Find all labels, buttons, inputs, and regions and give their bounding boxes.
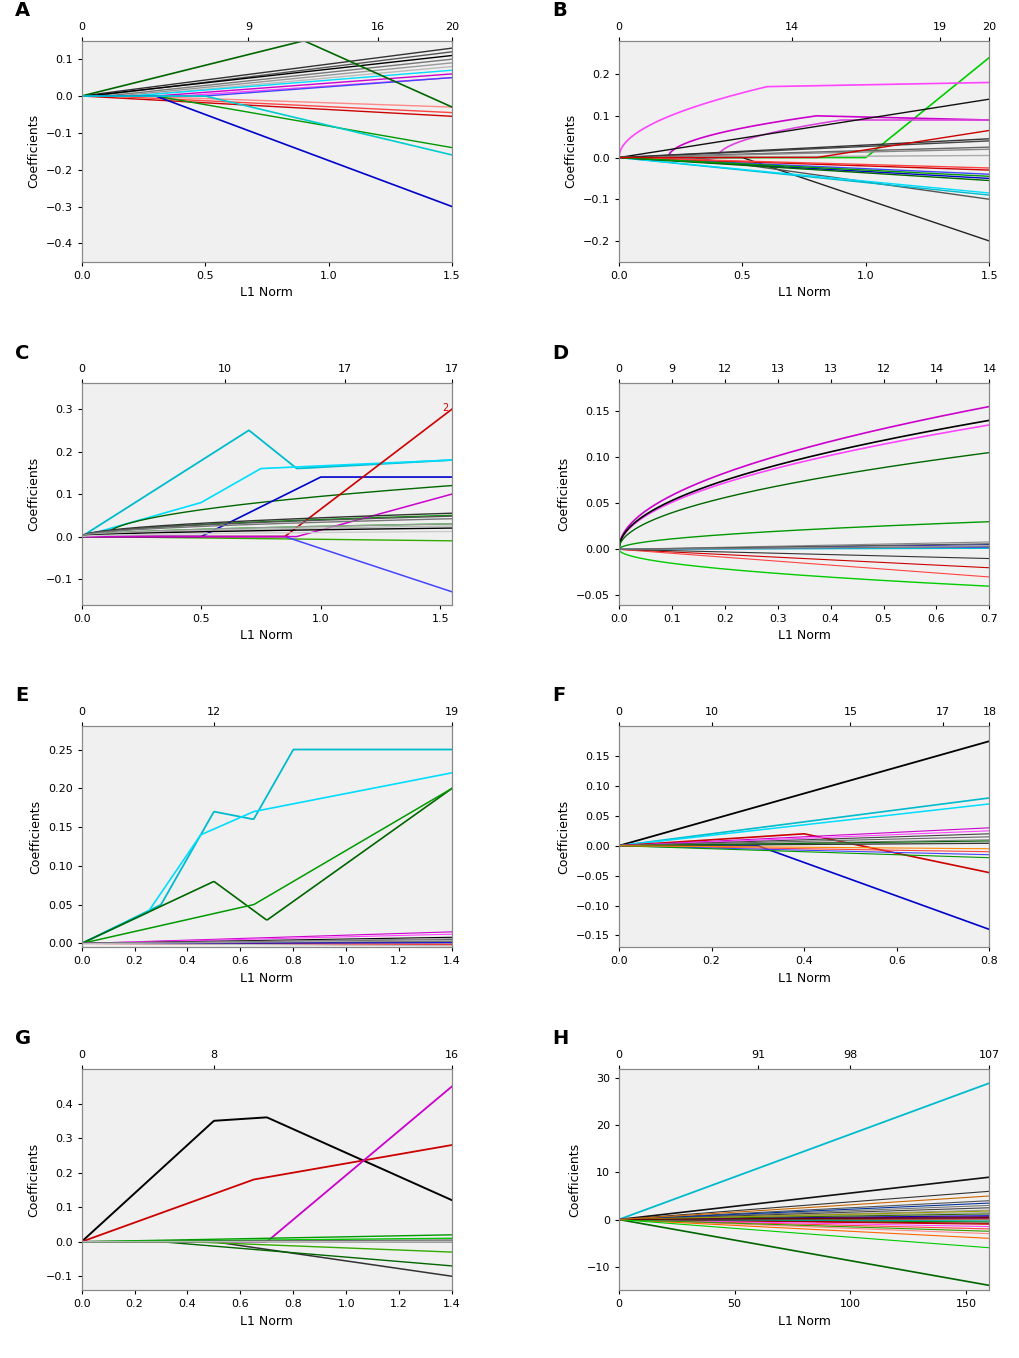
Y-axis label: Coefficients: Coefficients <box>556 458 570 531</box>
X-axis label: L1 Norm: L1 Norm <box>776 1315 829 1328</box>
Text: 2: 2 <box>442 403 448 413</box>
Text: F: F <box>551 686 565 705</box>
Text: D: D <box>551 344 568 363</box>
Text: A: A <box>15 1 30 20</box>
X-axis label: L1 Norm: L1 Norm <box>240 287 293 300</box>
X-axis label: L1 Norm: L1 Norm <box>776 972 829 985</box>
X-axis label: L1 Norm: L1 Norm <box>240 1315 293 1328</box>
X-axis label: L1 Norm: L1 Norm <box>240 629 293 642</box>
X-axis label: L1 Norm: L1 Norm <box>240 972 293 985</box>
Text: H: H <box>551 1029 568 1048</box>
X-axis label: L1 Norm: L1 Norm <box>776 287 829 300</box>
Y-axis label: Coefficients: Coefficients <box>26 458 40 531</box>
Text: C: C <box>15 344 30 363</box>
Text: E: E <box>15 686 29 705</box>
Y-axis label: Coefficients: Coefficients <box>26 114 40 189</box>
Y-axis label: Coefficients: Coefficients <box>30 800 42 873</box>
Y-axis label: Coefficients: Coefficients <box>26 1142 40 1217</box>
Y-axis label: Coefficients: Coefficients <box>556 800 570 873</box>
Y-axis label: Coefficients: Coefficients <box>564 114 577 189</box>
X-axis label: L1 Norm: L1 Norm <box>776 629 829 642</box>
Text: B: B <box>551 1 567 20</box>
Y-axis label: Coefficients: Coefficients <box>568 1142 581 1217</box>
Text: G: G <box>15 1029 31 1048</box>
